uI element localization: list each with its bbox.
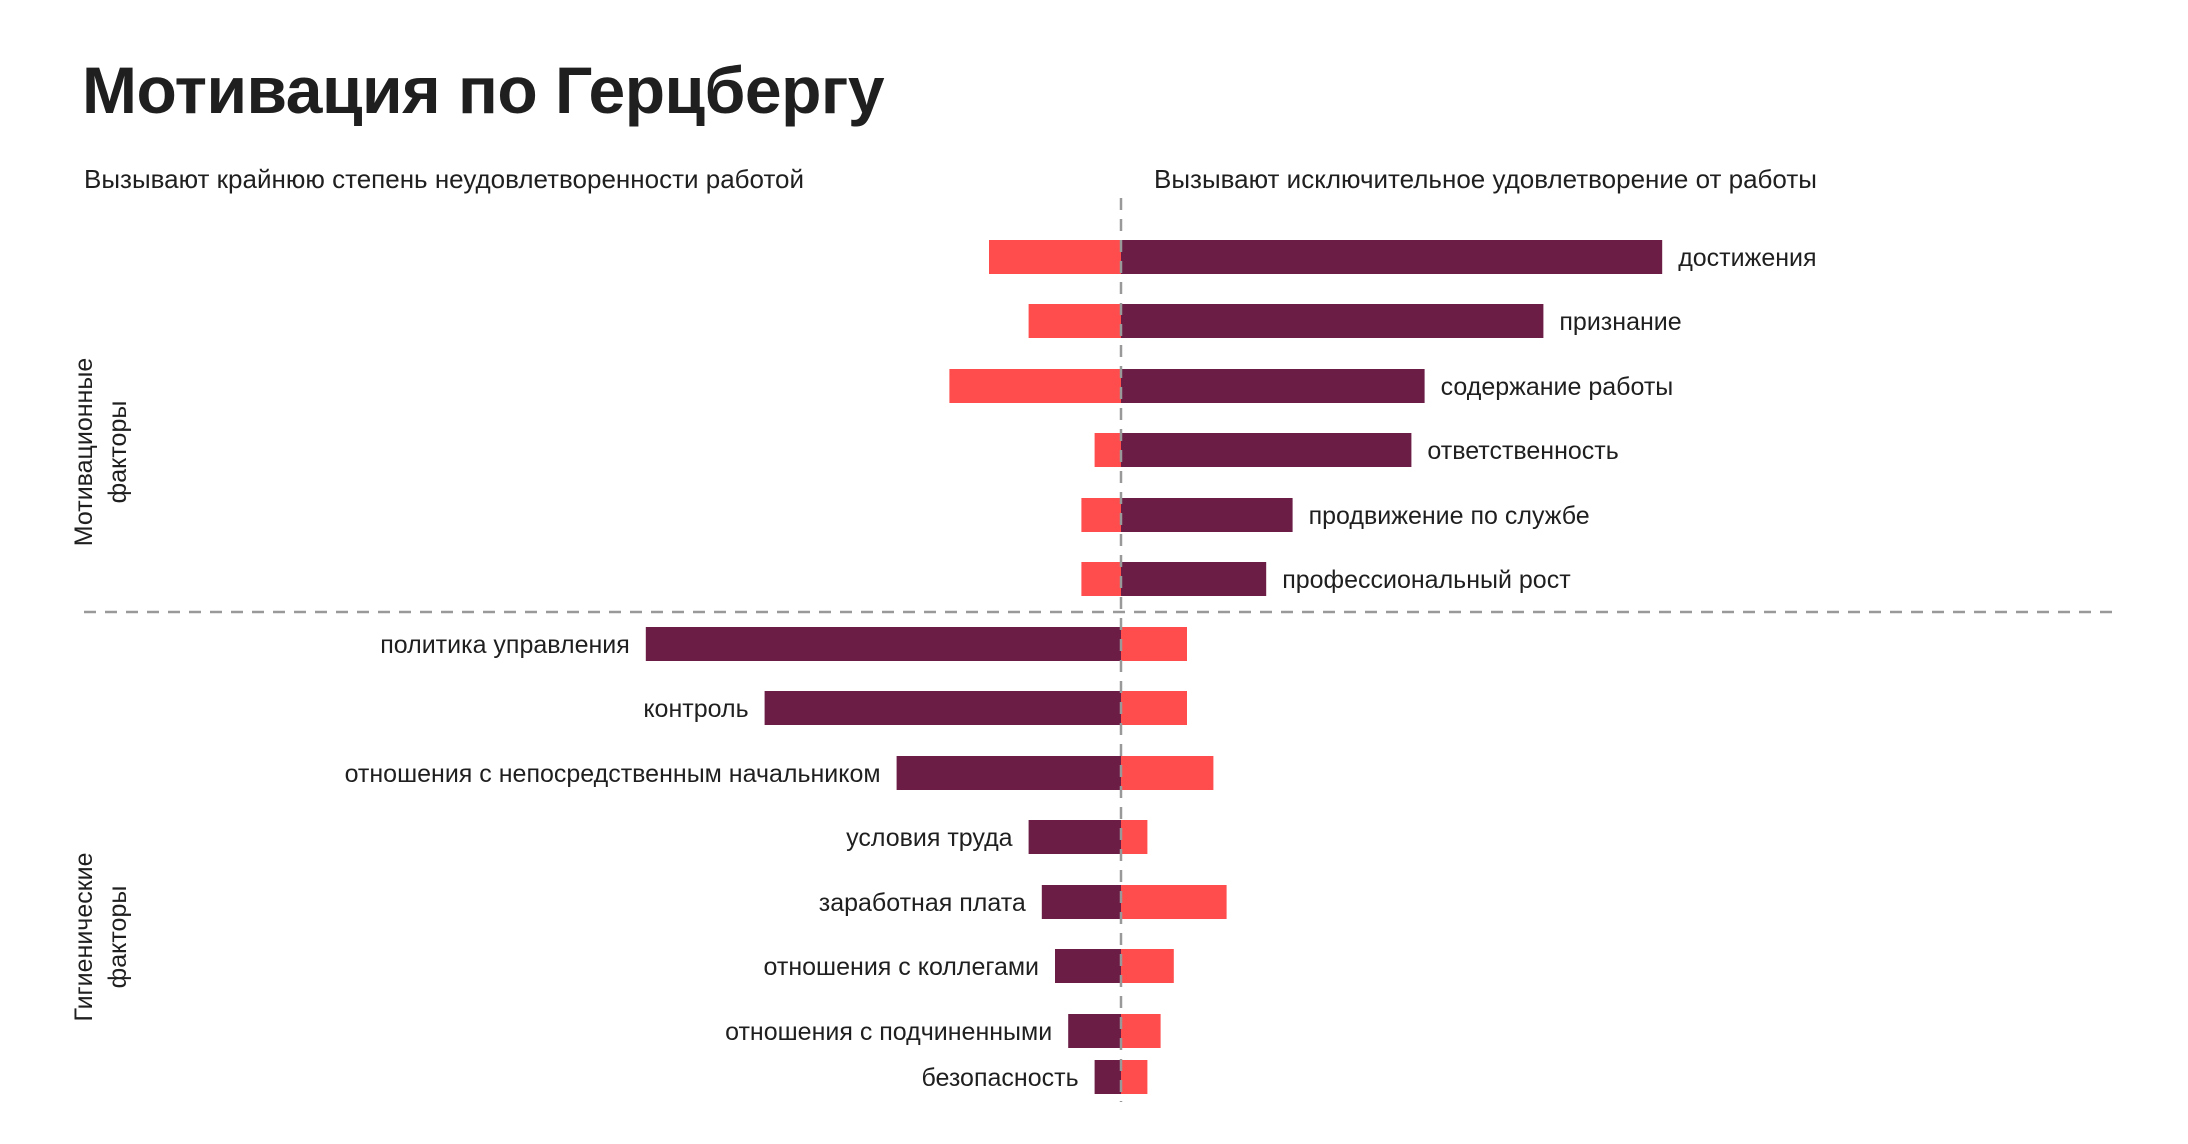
bar-satisfaction bbox=[1121, 433, 1412, 467]
bar-label: заработная плата bbox=[819, 889, 1026, 917]
bar-label: отношения с непосредственным начальником bbox=[345, 760, 881, 788]
bar-dissatisfaction bbox=[1068, 1014, 1121, 1048]
bar-dissatisfaction bbox=[896, 756, 1121, 790]
bar-satisfaction bbox=[1121, 949, 1174, 983]
bar-dissatisfaction bbox=[1081, 498, 1121, 532]
bar-label: отношения с подчиненными bbox=[725, 1018, 1052, 1046]
bar-label: содержание работы bbox=[1441, 373, 1674, 401]
group-label-line: Мотивационные bbox=[70, 358, 98, 546]
group-label-line: Гигиенические bbox=[70, 852, 98, 1021]
bar-dissatisfaction bbox=[989, 240, 1121, 274]
bar-label: ответственность bbox=[1427, 437, 1618, 465]
group-label: Гигиенические факторы bbox=[70, 852, 132, 1021]
bar-dissatisfaction bbox=[645, 627, 1121, 661]
bar-dissatisfaction bbox=[1081, 562, 1121, 596]
bar-satisfaction bbox=[1121, 240, 1663, 274]
bar-label: условия труда bbox=[846, 824, 1013, 852]
bar-label: отношения с коллегами bbox=[764, 953, 1039, 981]
chart-title: Мотивация по Герцбергу bbox=[82, 53, 885, 127]
bar-satisfaction bbox=[1121, 885, 1227, 919]
bar-satisfaction bbox=[1121, 562, 1267, 596]
bar-dissatisfaction bbox=[1055, 949, 1121, 983]
bar-dissatisfaction bbox=[1028, 304, 1121, 338]
bar-label: контроль bbox=[643, 695, 748, 723]
group-label-line: факторы bbox=[104, 401, 132, 504]
bar-dissatisfaction bbox=[1094, 1060, 1121, 1094]
bar-dissatisfaction bbox=[1041, 885, 1121, 919]
group-label: Мотивационные факторы bbox=[70, 358, 132, 546]
bar-dissatisfaction bbox=[949, 369, 1121, 403]
bar-label: политика управления bbox=[380, 631, 630, 659]
bar-satisfaction bbox=[1121, 820, 1148, 854]
bar-satisfaction bbox=[1121, 756, 1214, 790]
bar-dissatisfaction bbox=[1094, 433, 1121, 467]
bar-label: достижения bbox=[1678, 244, 1816, 272]
bar-satisfaction bbox=[1121, 627, 1187, 661]
bar-satisfaction bbox=[1121, 691, 1187, 725]
group-label-line: факторы bbox=[104, 886, 132, 989]
left-header: Вызывают крайнюю степень неудовлетворенн… bbox=[84, 164, 805, 194]
bar-dissatisfaction bbox=[1028, 820, 1121, 854]
bar-satisfaction bbox=[1121, 1060, 1148, 1094]
bar-satisfaction bbox=[1121, 304, 1544, 338]
bar-satisfaction bbox=[1121, 498, 1293, 532]
bar-label: продвижение по службе bbox=[1309, 502, 1590, 530]
bar-satisfaction bbox=[1121, 369, 1425, 403]
bar-label: безопасность bbox=[921, 1064, 1078, 1092]
right-header: Вызывают исключительное удовлетворение о… bbox=[1154, 164, 1817, 194]
bar-dissatisfaction bbox=[764, 691, 1121, 725]
bar-label: признание bbox=[1559, 308, 1681, 336]
bar-label: профессиональный рост bbox=[1282, 566, 1571, 594]
bar-satisfaction bbox=[1121, 1014, 1161, 1048]
